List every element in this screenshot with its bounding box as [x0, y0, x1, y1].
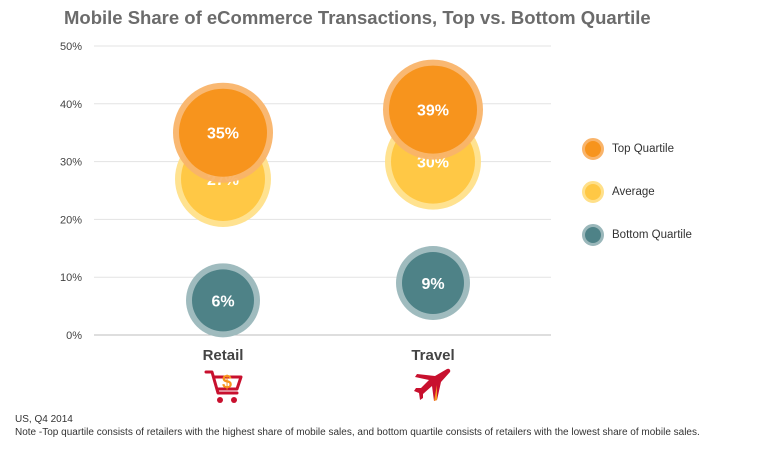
- bubble: [179, 88, 267, 177]
- bubble: [192, 269, 254, 332]
- legend-swatch-average: [582, 181, 604, 203]
- chart-title: Mobile Share of eCommerce Transactions, …: [64, 7, 651, 28]
- bubble: [389, 65, 477, 154]
- legend-item-top-quartile: Top Quartile: [582, 136, 674, 162]
- y-tick-label: 40%: [60, 99, 82, 111]
- legend-label: Bottom Quartile: [612, 229, 692, 241]
- bubble-value-label: 9%: [421, 276, 444, 293]
- legend-label: Average: [612, 186, 655, 198]
- legend-item-bottom-quartile: Bottom Quartile: [582, 222, 692, 248]
- shopping-cart-dollar-icon: $: [204, 370, 243, 403]
- y-tick-label: 50%: [60, 41, 82, 53]
- y-tick-label: 0%: [66, 330, 82, 342]
- category-label-travel: Travel: [411, 347, 455, 364]
- airplane-icon: [414, 368, 451, 401]
- bubble-value-label: 6%: [211, 293, 234, 310]
- methodology-note: Note -Top quartile consists of retailers…: [15, 427, 700, 438]
- legend-label: Top Quartile: [612, 143, 675, 155]
- legend-item-average: Average: [582, 179, 655, 205]
- legend-swatch-top-quartile: [582, 138, 604, 160]
- legend-swatch-bottom-quartile: [582, 224, 604, 246]
- footer-notes: US, Q4 2014 Note -Top quartile consists …: [15, 413, 700, 439]
- category-label-retail: Retail: [202, 347, 244, 364]
- y-tick-label: 30%: [60, 157, 82, 169]
- source-note: US, Q4 2014: [15, 414, 73, 425]
- bubble-value-label: 39%: [417, 103, 449, 120]
- y-tick-label: 10%: [60, 272, 82, 284]
- y-tick-label: 20%: [60, 214, 82, 226]
- bubble-value-label: 35%: [207, 126, 239, 143]
- svg-text:$: $: [222, 372, 232, 392]
- bubble: [402, 251, 464, 314]
